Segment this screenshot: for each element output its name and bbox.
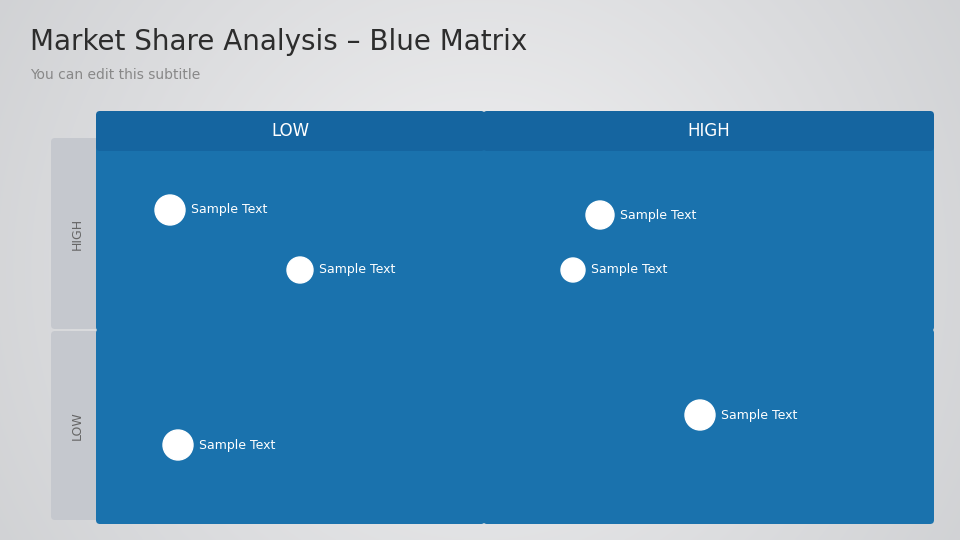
Text: Sample Text: Sample Text <box>191 204 268 217</box>
Text: Market Share Analysis – Blue Matrix: Market Share Analysis – Blue Matrix <box>30 28 527 56</box>
Circle shape <box>155 195 185 225</box>
Text: Sample Text: Sample Text <box>620 208 696 221</box>
FancyBboxPatch shape <box>51 331 104 520</box>
Text: LOW: LOW <box>272 122 309 140</box>
Circle shape <box>163 430 193 460</box>
Text: You can edit this subtitle: You can edit this subtitle <box>30 68 201 82</box>
Text: Sample Text: Sample Text <box>591 264 667 276</box>
FancyBboxPatch shape <box>483 329 934 524</box>
FancyBboxPatch shape <box>483 134 934 331</box>
FancyBboxPatch shape <box>483 111 934 151</box>
Circle shape <box>561 258 585 282</box>
Text: HIGH: HIGH <box>71 218 84 249</box>
FancyBboxPatch shape <box>96 111 485 151</box>
FancyBboxPatch shape <box>96 329 485 524</box>
Circle shape <box>287 257 313 283</box>
FancyBboxPatch shape <box>96 134 485 331</box>
Text: Sample Text: Sample Text <box>721 408 798 422</box>
Text: LOW: LOW <box>71 411 84 440</box>
FancyBboxPatch shape <box>51 138 104 329</box>
Circle shape <box>586 201 614 229</box>
Text: Sample Text: Sample Text <box>199 438 276 451</box>
Text: HIGH: HIGH <box>687 122 730 140</box>
Circle shape <box>685 400 715 430</box>
Text: Sample Text: Sample Text <box>319 264 396 276</box>
